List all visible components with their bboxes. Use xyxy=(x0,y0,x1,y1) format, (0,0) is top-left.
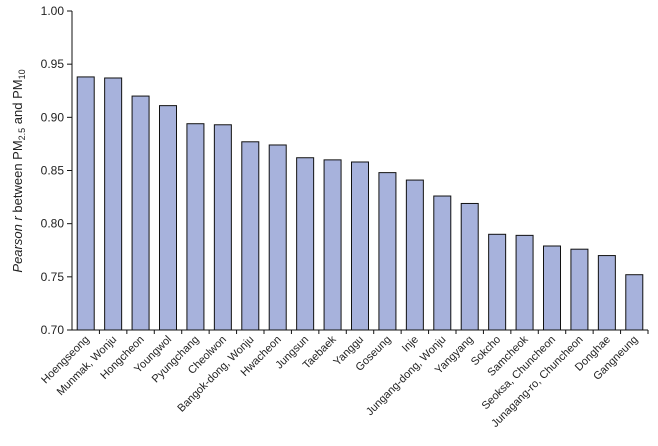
bar xyxy=(405,179,424,331)
bar xyxy=(488,233,507,331)
bar xyxy=(378,172,397,331)
bar xyxy=(296,157,315,331)
y-tick-label: 0.90 xyxy=(41,110,65,124)
y-tick-label: 0.70 xyxy=(41,323,65,337)
bar xyxy=(241,141,260,331)
y-tick-label: 1.00 xyxy=(41,4,65,18)
y-axis-title-text: between PM xyxy=(10,140,25,216)
bar xyxy=(323,159,342,331)
bar xyxy=(433,195,452,331)
bar xyxy=(268,144,287,331)
bar xyxy=(76,76,95,331)
bar xyxy=(570,248,589,331)
bar xyxy=(158,105,178,331)
y-axis-title-sub2: 10 xyxy=(17,69,27,79)
y-axis-title: Pearson r between PM2.5 and PM10 xyxy=(10,69,27,272)
y-tick-label: 0.95 xyxy=(41,57,65,71)
y-axis-ticks: 0.70 0.75 0.80 0.85 0.90 0.95 1.00 xyxy=(41,4,72,337)
bar xyxy=(597,255,616,331)
y-axis-title-sub1: 2.5 xyxy=(17,128,27,141)
bar xyxy=(131,95,150,331)
y-tick-label: 0.75 xyxy=(41,270,65,284)
bar xyxy=(350,161,370,331)
y-tick-label: 0.80 xyxy=(41,217,65,231)
y-axis-title-italic: Pearson r xyxy=(10,216,25,273)
y-tick-label: 0.85 xyxy=(41,164,65,178)
bar xyxy=(213,124,232,331)
x-tick-label: Inje xyxy=(400,334,421,355)
bar xyxy=(542,245,562,331)
bars xyxy=(76,76,644,331)
bar xyxy=(104,77,123,331)
bar xyxy=(460,202,479,331)
bar xyxy=(625,274,644,331)
bar xyxy=(515,234,534,331)
y-axis-title-mid: and PM xyxy=(10,79,25,127)
bar xyxy=(186,123,205,331)
